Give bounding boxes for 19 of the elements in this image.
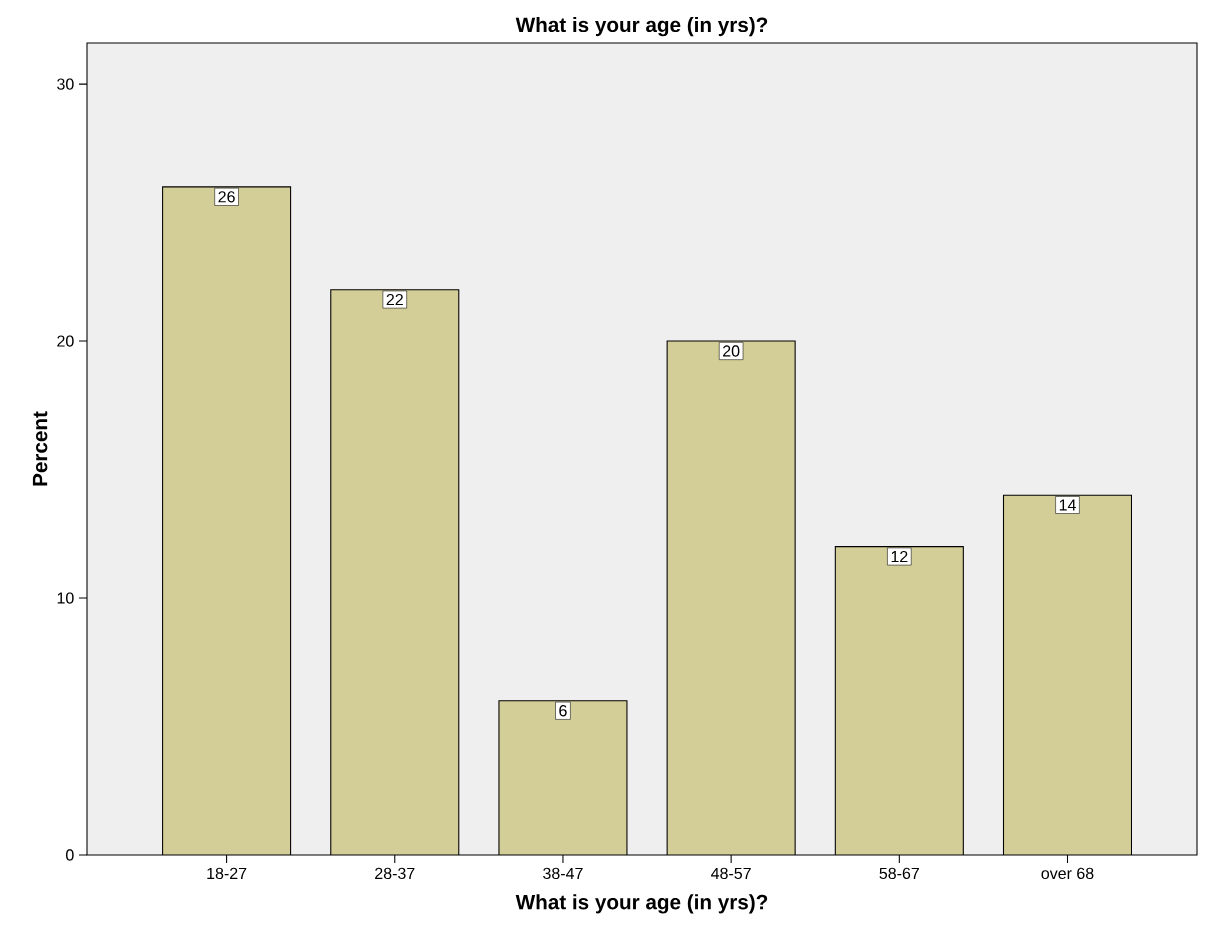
- chart-title: What is your age (in yrs)?: [515, 16, 768, 37]
- y-tick-label: 10: [57, 592, 74, 604]
- data-label: 20: [723, 345, 740, 357]
- data-label: 6: [559, 705, 567, 717]
- y-tick-label: 0: [66, 849, 74, 861]
- x-tick-label: over 68: [1041, 867, 1094, 880]
- data-label: 12: [891, 550, 908, 563]
- data-label: 22: [386, 293, 403, 306]
- x-tick-label: 38-47: [543, 867, 583, 880]
- y-axis-title: Percent: [32, 411, 48, 486]
- data-label: 26: [218, 191, 235, 203]
- x-tick-label: 28-37: [375, 867, 415, 880]
- y-tick-label: 20: [57, 335, 74, 347]
- y-tick-label: 30: [57, 78, 74, 90]
- data-label: 14: [1059, 499, 1076, 511]
- x-tick-label: 18-27: [207, 867, 247, 880]
- x-axis-title: What is your age (in yrs)?: [515, 894, 768, 914]
- x-tick-label: 48-57: [711, 867, 751, 880]
- x-tick-label: 58-67: [879, 867, 919, 880]
